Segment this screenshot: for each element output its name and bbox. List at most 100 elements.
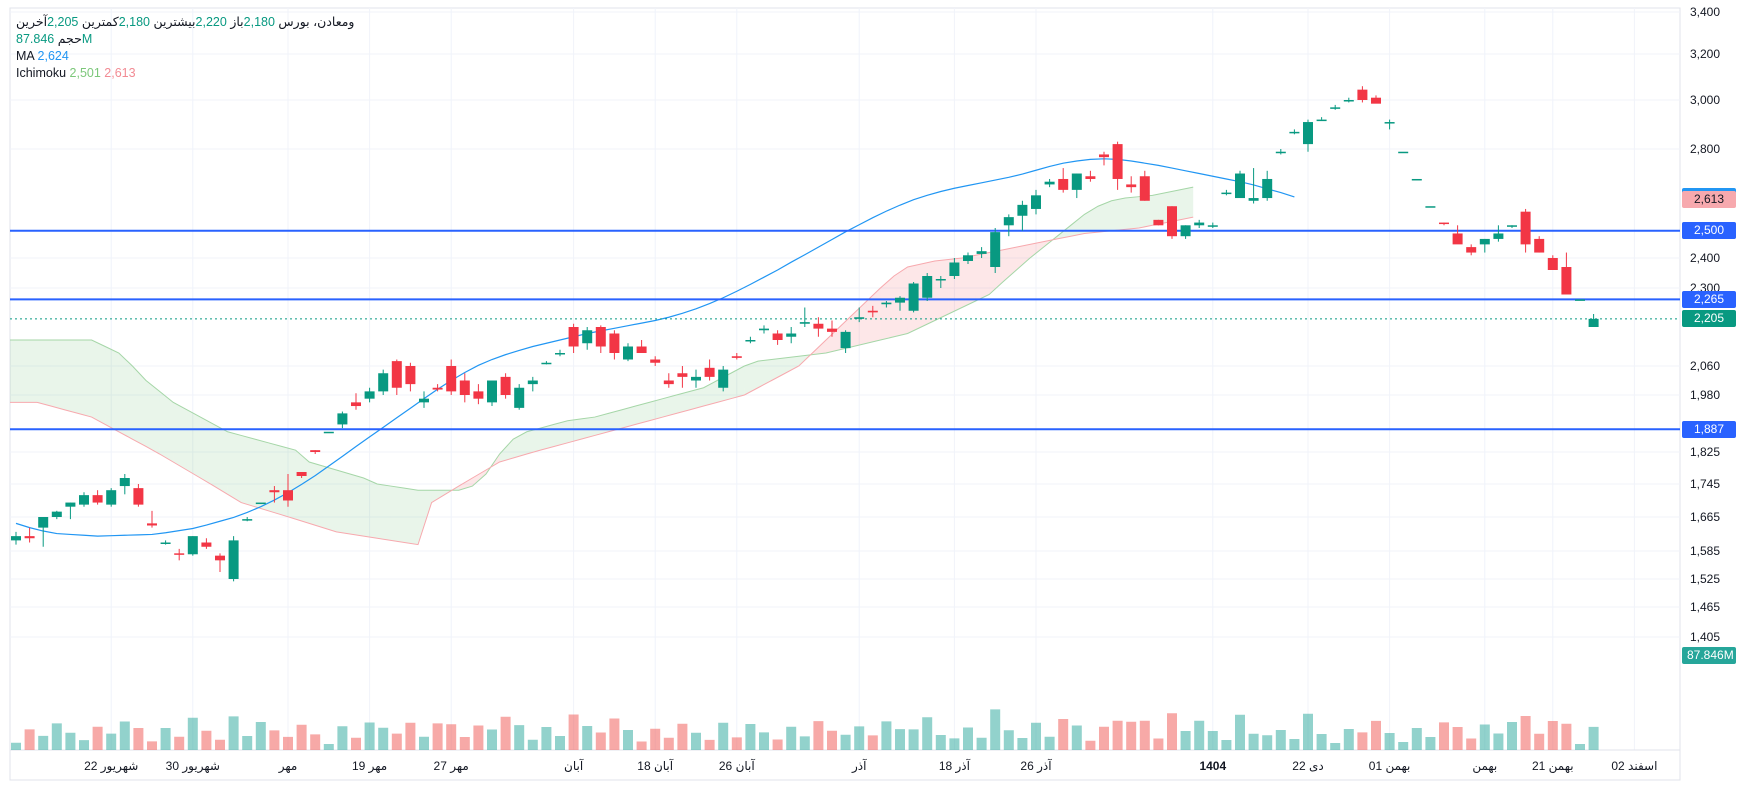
candle-body (623, 346, 633, 360)
volume-bar (323, 744, 334, 750)
ichimoku-cloud-segment (649, 398, 663, 421)
legend-close-value: 2,205 (47, 15, 79, 29)
volume-bar (119, 721, 130, 750)
candle-body (310, 450, 321, 452)
candle-body (1303, 122, 1313, 145)
candle-body (1139, 176, 1150, 201)
volume-bar (976, 737, 987, 750)
legend-close-label: آخرین (16, 15, 48, 29)
volume-bar (1384, 733, 1395, 750)
level-2500-tag: 2,500 (1682, 222, 1736, 239)
legend-ma-value: 2,624 (37, 49, 69, 63)
volume-bar (827, 730, 837, 750)
candle-body (949, 262, 960, 276)
candle-body (514, 387, 525, 408)
last-price-tag: 2,205 (1682, 310, 1736, 327)
ichimoku-cloud-segment (322, 466, 337, 532)
ichimoku-cloud-segment (10, 340, 24, 403)
volume-bar (704, 739, 715, 750)
volume-bar (351, 737, 361, 750)
candle-body (1425, 206, 1436, 208)
moving-average-line (15, 158, 1295, 537)
volume-bar (1561, 723, 1572, 750)
candle-body (24, 536, 35, 539)
volume-bar (1071, 725, 1082, 750)
volume-bar (1588, 726, 1599, 750)
candle-body (187, 536, 198, 555)
candle-body (541, 362, 552, 365)
candle-body (555, 353, 565, 355)
candle-body (745, 340, 756, 342)
ichimoku-cloud-segment (1125, 196, 1139, 230)
ichimoku-cloud-segment (744, 361, 758, 395)
candle-body (351, 402, 361, 407)
candle-body (432, 387, 443, 390)
candle-body (378, 373, 389, 392)
candle-body (160, 542, 171, 544)
volume-bar (1167, 713, 1177, 750)
candle-body (922, 276, 933, 298)
ichimoku-cloud-segment (132, 366, 146, 447)
ichimoku-cloud-segment (853, 301, 867, 347)
candle-body (1466, 247, 1477, 253)
ichimoku-cloud-segment (50, 340, 65, 410)
candle-body (663, 380, 674, 385)
x-tick-label: 02 اسفند (1611, 759, 1657, 773)
ichimoku-cloud-segment (622, 406, 636, 429)
candle-body (976, 251, 987, 254)
candle-body (79, 495, 89, 505)
volume-bar (364, 722, 375, 750)
candle-body (405, 366, 416, 385)
legend-high-label: بیشترین (153, 15, 196, 29)
volume-bar (908, 729, 919, 750)
candle-body (1411, 178, 1422, 181)
candle-body (1221, 192, 1232, 195)
ichimoku-cloud-segment (282, 446, 296, 520)
volume-bar (160, 728, 171, 750)
ichimoku-cloud-segment (295, 450, 310, 524)
ichimoku-cloud-segment (690, 387, 704, 410)
volume-bar (650, 728, 661, 750)
candle-body (854, 317, 865, 319)
candle-body (11, 536, 21, 541)
ichimoku-cloud-segment (350, 474, 364, 537)
candle-body (786, 333, 797, 337)
ichimoku-cloud-segment (866, 288, 881, 344)
candle-body (1031, 195, 1041, 209)
candle-body (731, 356, 742, 358)
legend-volume-value: 87.846M (16, 32, 93, 46)
candle-body (1071, 173, 1082, 190)
ichimoku-cloud-segment (703, 380, 718, 407)
candle-body (1384, 122, 1395, 124)
y-tick-label: 1,745 (1690, 477, 1720, 491)
volume-bar (1330, 743, 1341, 750)
candle-body (650, 359, 661, 363)
ichimoku-cloud-segment (146, 380, 160, 454)
y-tick-label: 1,465 (1690, 600, 1720, 614)
candle-body (255, 502, 266, 505)
ichimoku-cloud-segment (1098, 200, 1112, 233)
candle-body (609, 333, 620, 353)
candle-body (296, 472, 307, 476)
ichimoku-cloud-segment (1016, 244, 1030, 270)
ichimoku-cloud-segment (1179, 187, 1194, 220)
y-tick-label: 2,400 (1690, 251, 1720, 265)
volume-bar (609, 718, 620, 750)
volume-bar (1289, 739, 1300, 750)
candle-body (1398, 151, 1409, 154)
volume-bar (691, 732, 701, 750)
candle-body (1207, 225, 1218, 227)
volume-bar (922, 717, 933, 750)
ichimoku-cloud-segment (431, 490, 446, 503)
candle-body (1357, 89, 1368, 100)
candle-body (704, 367, 715, 377)
candle-body (419, 398, 429, 403)
legend-volume-label: حجم (57, 32, 82, 46)
ichimoku-cloud-segment (1152, 192, 1166, 226)
ichimoku-cloud-segment (880, 276, 894, 340)
volume-bar (1398, 742, 1409, 750)
ichimoku-cloud-segment (363, 478, 378, 539)
volume-bar (1439, 722, 1449, 750)
